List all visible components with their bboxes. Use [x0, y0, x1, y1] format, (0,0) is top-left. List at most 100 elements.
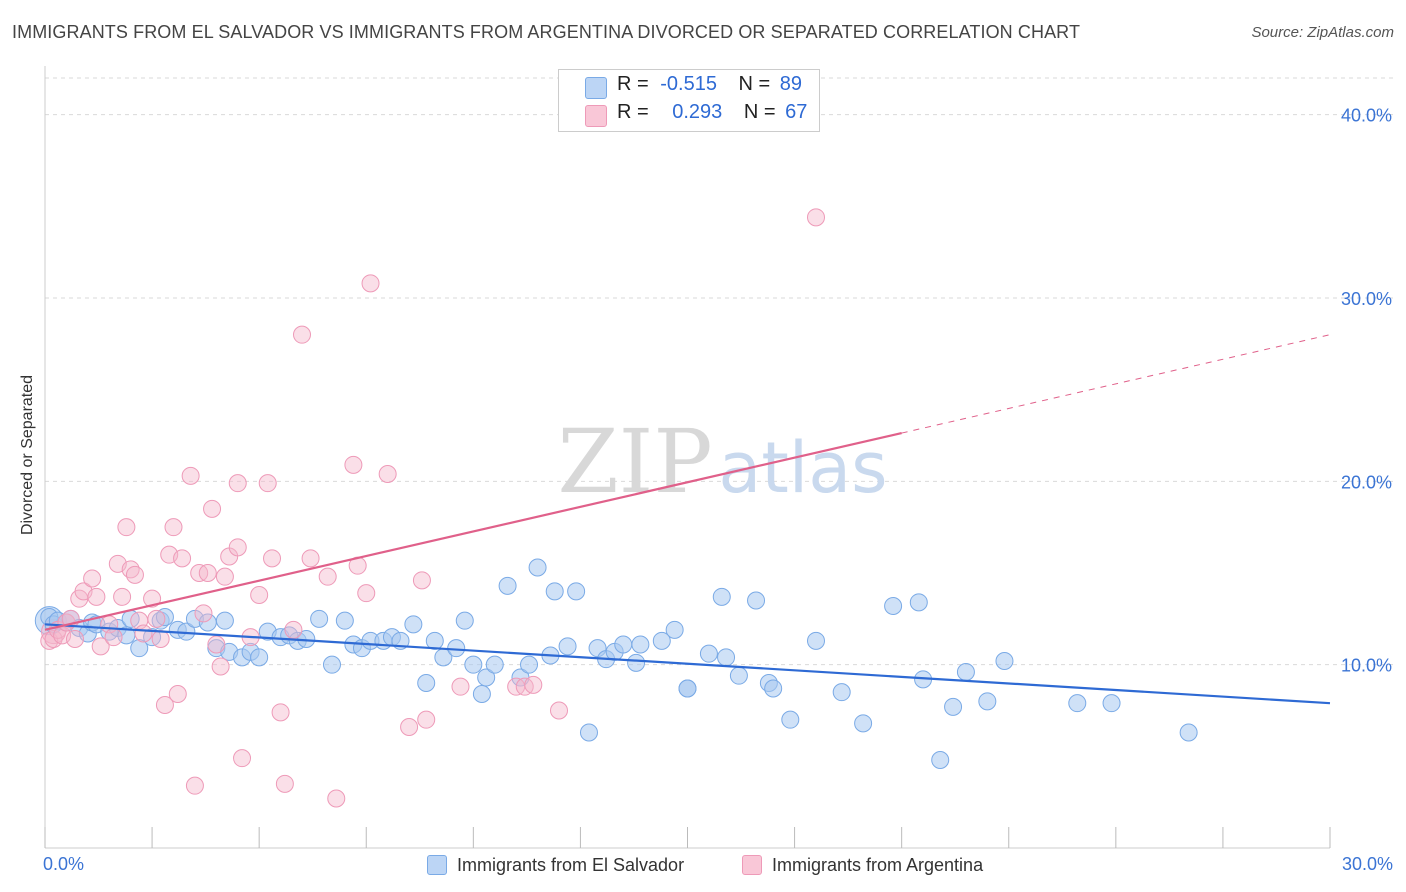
x-tick-label: 0.0% — [43, 854, 84, 874]
data-point — [310, 609, 329, 628]
data-point — [143, 589, 162, 608]
data-point — [699, 644, 718, 663]
data-point — [258, 474, 277, 493]
data-point — [284, 620, 303, 639]
data-point — [931, 751, 950, 769]
data-point — [344, 455, 363, 474]
data-point — [65, 630, 84, 648]
y-tick-label: 30.0% — [1341, 289, 1392, 309]
data-point — [228, 474, 247, 493]
data-point — [652, 631, 671, 650]
legend-label: Immigrants from Argentina — [772, 854, 984, 875]
data-point — [485, 655, 504, 674]
y-tick-label: 10.0% — [1341, 656, 1392, 676]
data-point — [361, 274, 380, 293]
data-point — [194, 604, 213, 623]
data-point — [44, 630, 63, 648]
data-point — [211, 657, 230, 676]
data-point — [117, 518, 136, 537]
data-point — [956, 663, 975, 681]
data-point — [995, 652, 1014, 670]
data-point — [147, 609, 166, 628]
data-point — [250, 586, 269, 604]
n-label: N = — [743, 101, 776, 123]
data-point — [87, 587, 106, 606]
data-point — [781, 710, 800, 729]
data-point — [134, 624, 153, 643]
n-value: 67 — [785, 101, 808, 123]
legend-item-argentina[interactable]: Immigrants from Argentina — [742, 853, 983, 877]
data-point — [627, 653, 646, 672]
data-point — [854, 714, 873, 733]
data-point — [173, 549, 192, 568]
data-point — [631, 635, 650, 654]
data-point — [550, 701, 568, 720]
data-point — [185, 776, 204, 795]
data-point — [250, 648, 269, 667]
data-point — [322, 655, 341, 674]
data-point — [181, 466, 200, 485]
data-point — [909, 593, 928, 612]
data-point — [807, 208, 825, 227]
data-point — [1068, 694, 1087, 713]
data-point — [528, 558, 547, 577]
data-point — [520, 655, 539, 674]
data-point — [472, 685, 491, 703]
data-point — [614, 635, 633, 654]
n-label: N = — [738, 73, 771, 95]
data-point — [498, 576, 517, 595]
stats-box: R = -0.515 N = 89 R = 0.293 N = 67 — [558, 69, 820, 132]
trend-line — [44, 623, 1331, 705]
data-point — [545, 582, 564, 601]
data-point — [747, 591, 766, 610]
data-point — [357, 584, 376, 603]
data-point — [417, 674, 436, 692]
data-point — [378, 465, 397, 483]
watermark-atlas: atlas — [718, 427, 887, 509]
r-label: R = — [617, 73, 649, 95]
data-point — [884, 597, 903, 615]
trend-line — [44, 431, 902, 631]
data-point — [729, 666, 748, 685]
data-point — [944, 697, 963, 716]
data-point — [301, 549, 320, 568]
grid — [45, 77, 1395, 666]
data-point — [832, 683, 851, 702]
data-point — [293, 325, 311, 344]
legend-swatch-argentina — [742, 855, 762, 875]
data-point — [263, 549, 282, 568]
data-point — [104, 628, 123, 647]
data-point — [83, 569, 102, 588]
data-point — [567, 582, 586, 601]
data-point — [579, 723, 598, 742]
data-point — [1102, 694, 1121, 713]
data-point — [1179, 723, 1198, 742]
data-point — [207, 635, 226, 654]
y-tick-label: 20.0% — [1341, 472, 1392, 492]
stats-swatch-el-salvador — [585, 77, 607, 99]
data-point — [417, 710, 436, 729]
data-point — [712, 587, 731, 606]
data-point — [558, 637, 577, 656]
data-point — [164, 518, 183, 537]
data-point — [168, 685, 187, 703]
y-tick-label: 40.0% — [1341, 106, 1392, 126]
watermark: ZIP atlas — [557, 410, 887, 513]
data-point — [464, 655, 483, 674]
n-value: 89 — [779, 73, 803, 95]
data-point — [203, 499, 222, 518]
data-point — [271, 703, 290, 722]
data-point — [130, 639, 149, 658]
trend-line-extension — [901, 334, 1331, 434]
data-point — [404, 615, 423, 634]
legend-item-el-salvador[interactable]: Immigrants from El Salvador — [427, 853, 684, 877]
data-point — [275, 774, 294, 793]
data-point — [451, 677, 470, 696]
source-label: Source: ZipAtlas.com — [1251, 24, 1394, 41]
data-point — [91, 637, 110, 656]
data-point — [215, 567, 234, 586]
y-axis-label: Divorced or Separated — [19, 374, 36, 536]
data-point — [335, 611, 354, 630]
data-point — [764, 679, 783, 698]
